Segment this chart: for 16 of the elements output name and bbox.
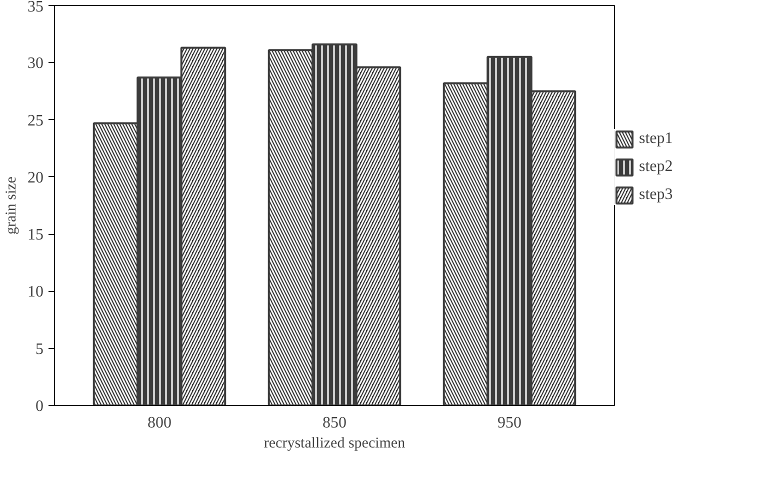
- y-tick-label: 5: [36, 340, 44, 358]
- x-tick-label: 950: [498, 414, 522, 432]
- y-tick-label: 10: [28, 284, 44, 301]
- legend-label: step1: [639, 130, 673, 148]
- y-tick-label: 35: [28, 0, 44, 16]
- y-axis-title: grain size: [4, 176, 20, 234]
- y-tick-label: 15: [28, 226, 44, 244]
- y-tick-label: 30: [28, 55, 44, 72]
- legend-label: step3: [639, 186, 673, 204]
- y-tick-label: 25: [28, 112, 44, 130]
- y-tick-label: 20: [28, 169, 44, 186]
- x-tick-label: 850: [322, 414, 346, 432]
- y-tick-label: 0: [36, 398, 44, 415]
- x-tick-label: 800: [148, 414, 172, 432]
- legend-label: step2: [639, 158, 673, 176]
- x-axis-title: recrystallized specimen: [264, 436, 406, 452]
